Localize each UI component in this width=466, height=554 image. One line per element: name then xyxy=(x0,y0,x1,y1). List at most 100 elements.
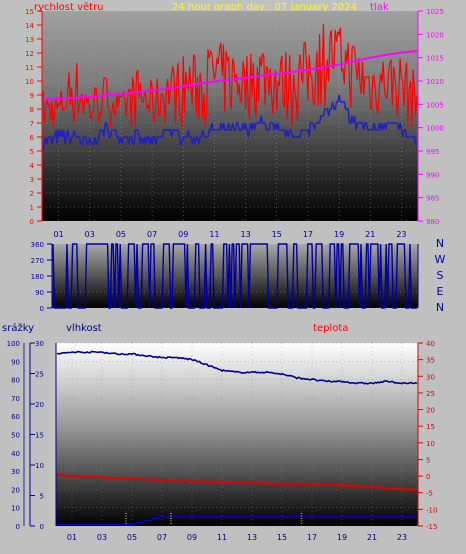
climate-axis-ticks: 0102030405060708090100051015202530-15-10… xyxy=(7,340,438,531)
x-tick-label: 13 xyxy=(240,230,250,239)
y2-tick-label: 990 xyxy=(426,171,439,179)
rain-tick-label: 10 xyxy=(11,505,20,513)
rain-label: srážky xyxy=(2,322,34,334)
y2-tick-label: 5 xyxy=(426,456,430,464)
y-tick-label: 15 xyxy=(25,8,34,16)
y-tick-label: 3 xyxy=(30,176,34,184)
x-tick-label: 15 xyxy=(272,230,282,239)
compass-label: S xyxy=(437,269,444,282)
climate-series xyxy=(56,350,418,526)
compass-label: N xyxy=(436,237,444,250)
rain-tick-label: 70 xyxy=(11,395,20,403)
climate-grid xyxy=(56,342,418,527)
humidity-tick-label: 0 xyxy=(40,523,44,531)
rain-tick-label: 80 xyxy=(11,377,20,385)
wind-average-line xyxy=(42,94,417,152)
pressure-line xyxy=(42,50,418,101)
y2-tick-label: 35 xyxy=(426,357,435,365)
y2-tick-label: -10 xyxy=(426,506,437,514)
rain-line xyxy=(57,516,417,526)
y-tick-label: 2 xyxy=(30,190,34,198)
y-tick-label: 8 xyxy=(30,106,34,114)
y2-tick-label: 1015 xyxy=(426,55,444,63)
x-tick-label: 09 xyxy=(178,230,188,239)
rain-tick-label: 60 xyxy=(11,413,20,421)
wind-series xyxy=(42,24,418,152)
y-tick-label: 1 xyxy=(30,204,34,212)
x-tick-label: 03 xyxy=(97,533,107,542)
y2-tick-label: 40 xyxy=(426,340,435,348)
rain-tick-label: 50 xyxy=(11,432,20,440)
y2-tick-label: 15 xyxy=(426,423,435,431)
y2-tick-label: -15 xyxy=(426,523,437,531)
y2-tick-label: 985 xyxy=(426,195,439,203)
y2-tick-label: 1020 xyxy=(426,31,444,39)
humidity-tick-label: 10 xyxy=(35,462,44,470)
humidity-tick-label: 30 xyxy=(35,340,44,348)
rain-tick-label: 30 xyxy=(11,468,20,476)
compass-label: W xyxy=(435,253,446,266)
y2-tick-label: 0 xyxy=(426,473,430,481)
rain-tick-label: 100 xyxy=(7,340,20,348)
rain-tick-label: 40 xyxy=(11,450,20,458)
compass-label: N xyxy=(436,301,444,314)
y-tick-label: 90 xyxy=(35,289,44,297)
humidity-label: vlhkost xyxy=(66,323,102,334)
y-tick-label: 270 xyxy=(31,257,44,265)
x-tick-label: 01 xyxy=(53,230,63,239)
humidity-tick-label: 25 xyxy=(35,371,44,379)
rain-tick-label: 90 xyxy=(11,358,20,366)
x-tick-label: 23 xyxy=(397,533,407,542)
y2-tick-label: 1000 xyxy=(426,125,444,133)
y-tick-label: 4 xyxy=(30,162,35,170)
humidity-line xyxy=(56,350,418,385)
compass-label: E xyxy=(437,285,444,298)
y2-tick-label: 1005 xyxy=(426,101,444,109)
y-tick-label: 9 xyxy=(30,92,34,100)
y2-tick-label: 25 xyxy=(426,390,435,398)
x-tick-label: 05 xyxy=(116,230,126,239)
x-tick-label: 07 xyxy=(147,230,157,239)
humidity-tick-label: 15 xyxy=(35,432,44,440)
wind-gust-line xyxy=(42,24,418,130)
x-tick-label: 01 xyxy=(67,533,77,542)
y2-tick-label: 1025 xyxy=(426,8,444,16)
rain-tick-label: 20 xyxy=(11,486,20,494)
x-tick-label: 13 xyxy=(247,533,257,542)
y2-tick-label: 30 xyxy=(426,373,435,381)
x-tick-label: 23 xyxy=(396,230,406,239)
y-tick-label: 5 xyxy=(30,148,34,156)
chart-title: 24 hour graph day : 07 January 2024 xyxy=(172,2,357,13)
y-tick-label: 0 xyxy=(40,305,44,313)
x-tick-label: 09 xyxy=(187,533,197,542)
y2-tick-label: 1010 xyxy=(426,78,444,86)
y-tick-label: 12 xyxy=(25,50,34,58)
x-tick-label: 07 xyxy=(157,533,167,542)
x-tick-label: 11 xyxy=(217,533,227,542)
y-tick-label: 11 xyxy=(25,64,34,72)
pressure-label: tlak xyxy=(370,2,389,13)
y-tick-label: 180 xyxy=(31,273,44,281)
direction-series xyxy=(52,243,417,309)
x-tick-label: 21 xyxy=(365,230,375,239)
temperature-line xyxy=(56,473,418,492)
y2-tick-label: -5 xyxy=(426,490,433,498)
climate-x-ticks: 01 03 05 07 09 11 13 15 17 19 21 23 xyxy=(67,533,407,542)
y-tick-label: 14 xyxy=(25,22,34,30)
y-tick-label: 10 xyxy=(25,78,34,86)
humidity-tick-label: 20 xyxy=(35,401,44,409)
humidity-tick-label: 5 xyxy=(40,493,44,501)
y-tick-label: 0 xyxy=(30,218,34,226)
x-tick-label: 05 xyxy=(127,533,137,542)
direction-axis-ticks: 0 90 180 270 360 xyxy=(31,241,419,313)
x-tick-label: 17 xyxy=(303,230,313,239)
x-tick-label: 21 xyxy=(367,533,377,542)
wind-speed-label: rychlost větru xyxy=(34,1,104,13)
rain-tick-label: 0 xyxy=(16,523,20,531)
x-tick-label: 03 xyxy=(85,230,95,239)
x-tick-label: 17 xyxy=(307,533,317,542)
y2-tick-label: 980 xyxy=(426,218,439,226)
